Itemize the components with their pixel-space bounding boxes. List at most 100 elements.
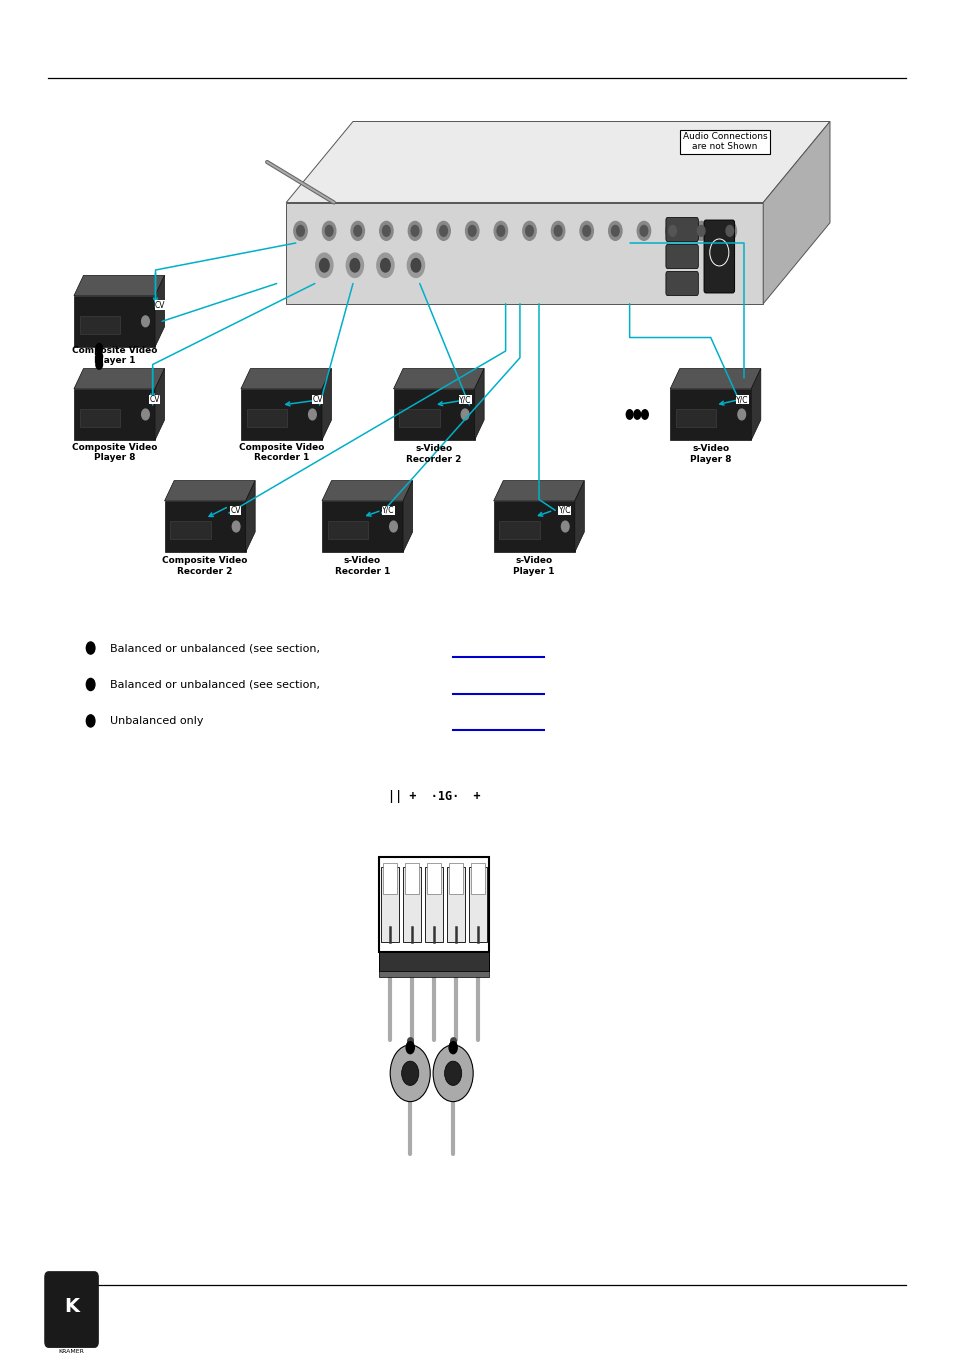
Circle shape: [95, 360, 103, 370]
Circle shape: [579, 222, 593, 240]
Circle shape: [87, 642, 95, 654]
Text: CV: CV: [312, 395, 323, 403]
Circle shape: [350, 259, 359, 272]
Circle shape: [465, 222, 478, 240]
Text: || +  ·1G·  +: || + ·1G· +: [387, 791, 480, 803]
Circle shape: [141, 409, 149, 420]
Bar: [675, 409, 716, 428]
Circle shape: [448, 1041, 457, 1055]
Text: s-Video
Recorder 2: s-Video Recorder 2: [406, 444, 461, 463]
Bar: [499, 521, 539, 539]
Text: CV: CV: [149, 395, 160, 403]
Bar: [328, 521, 368, 539]
Circle shape: [379, 222, 393, 240]
Bar: [403, 867, 421, 942]
Bar: [79, 317, 120, 334]
Circle shape: [439, 226, 447, 236]
Circle shape: [389, 521, 396, 532]
Polygon shape: [154, 275, 165, 347]
Polygon shape: [669, 368, 760, 389]
Circle shape: [640, 410, 648, 420]
Circle shape: [141, 315, 149, 326]
Text: Audio Connections
are not Shown: Audio Connections are not Shown: [682, 133, 766, 152]
Circle shape: [319, 259, 329, 272]
Circle shape: [294, 222, 307, 240]
Circle shape: [551, 222, 564, 240]
Polygon shape: [494, 501, 574, 552]
Polygon shape: [240, 368, 331, 389]
Text: CV: CV: [230, 506, 241, 515]
Bar: [405, 862, 419, 894]
Polygon shape: [393, 368, 483, 389]
Circle shape: [380, 259, 390, 272]
Circle shape: [315, 253, 333, 278]
Text: KRAMER: KRAMER: [58, 1349, 85, 1354]
Circle shape: [582, 226, 590, 236]
FancyBboxPatch shape: [45, 1271, 98, 1347]
Text: Y/C: Y/C: [735, 395, 748, 403]
Circle shape: [408, 222, 421, 240]
Circle shape: [346, 253, 363, 278]
Circle shape: [354, 226, 361, 236]
Circle shape: [436, 222, 450, 240]
Circle shape: [325, 226, 333, 236]
Circle shape: [625, 410, 633, 420]
Polygon shape: [73, 295, 154, 347]
Circle shape: [468, 226, 476, 236]
Bar: [246, 409, 287, 428]
Circle shape: [382, 226, 390, 236]
Polygon shape: [73, 368, 165, 389]
Circle shape: [233, 521, 240, 532]
Text: Composite Video
Player 8: Composite Video Player 8: [71, 443, 157, 462]
Circle shape: [407, 253, 424, 278]
Bar: [448, 862, 463, 894]
Polygon shape: [286, 122, 829, 203]
Text: K: K: [64, 1297, 79, 1316]
Text: Y/C: Y/C: [558, 506, 571, 515]
Circle shape: [694, 222, 707, 240]
Bar: [424, 867, 442, 942]
Circle shape: [737, 409, 745, 420]
Circle shape: [668, 226, 676, 236]
Circle shape: [639, 226, 647, 236]
Bar: [382, 862, 396, 894]
Polygon shape: [164, 481, 255, 501]
Bar: [170, 521, 211, 539]
Circle shape: [296, 226, 304, 236]
Circle shape: [722, 222, 736, 240]
Circle shape: [522, 222, 536, 240]
FancyBboxPatch shape: [665, 244, 698, 268]
Circle shape: [433, 1045, 473, 1102]
Polygon shape: [240, 389, 321, 440]
Circle shape: [411, 259, 420, 272]
Text: Composite Video
Recorder 1: Composite Video Recorder 1: [238, 443, 324, 462]
FancyBboxPatch shape: [665, 271, 698, 295]
Circle shape: [87, 715, 95, 727]
Circle shape: [444, 1062, 461, 1086]
Circle shape: [525, 226, 533, 236]
Polygon shape: [73, 275, 165, 295]
Circle shape: [95, 344, 103, 353]
Circle shape: [309, 409, 315, 420]
Circle shape: [461, 409, 468, 420]
Polygon shape: [762, 122, 829, 303]
Polygon shape: [494, 481, 583, 501]
Circle shape: [497, 226, 504, 236]
Text: CV: CV: [154, 301, 166, 310]
Text: s-Video
Player 8: s-Video Player 8: [689, 444, 731, 463]
FancyBboxPatch shape: [665, 218, 698, 241]
Circle shape: [322, 222, 335, 240]
Bar: [79, 409, 120, 428]
Circle shape: [95, 352, 103, 362]
Circle shape: [390, 1045, 430, 1102]
Text: Unbalanced only: Unbalanced only: [110, 716, 203, 726]
Circle shape: [697, 226, 704, 236]
Polygon shape: [154, 368, 165, 440]
Polygon shape: [164, 501, 246, 552]
Bar: [398, 409, 439, 428]
Bar: [379, 857, 489, 952]
Text: Y/C: Y/C: [381, 506, 395, 515]
Circle shape: [608, 222, 621, 240]
Circle shape: [376, 253, 394, 278]
Polygon shape: [750, 368, 760, 440]
